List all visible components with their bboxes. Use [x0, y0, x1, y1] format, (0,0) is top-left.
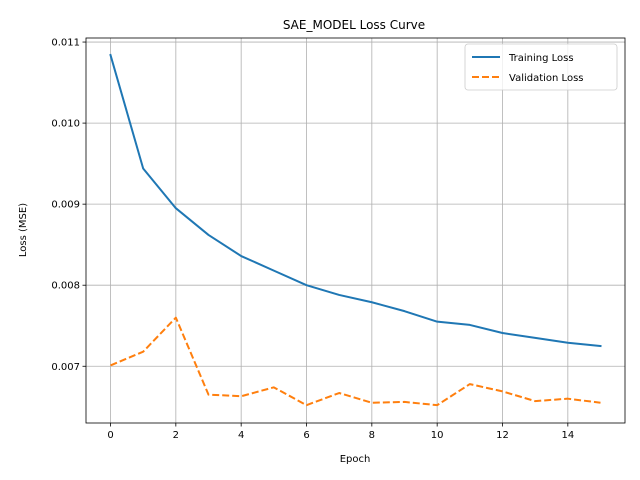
- series-line-training-loss: [109, 53, 602, 348]
- plot-area-frame: [85, 37, 626, 424]
- x-tick-label: 8: [369, 430, 375, 441]
- y-tick-label: 0.011: [51, 38, 80, 49]
- x-tick-label: 4: [238, 430, 244, 441]
- x-axis-label: Epoch: [340, 454, 371, 465]
- chart-title: SAE_MODEL Loss Curve: [283, 18, 425, 32]
- legend-box: [464, 43, 618, 91]
- legend-label-validation-loss: Validation Loss: [509, 73, 584, 84]
- series-line-validation-loss: [110, 316, 601, 407]
- y-tick-label: 0.008: [51, 281, 80, 292]
- legend: Training Loss Validation Loss: [464, 43, 618, 91]
- legend-label-training-loss: Training Loss: [508, 53, 574, 64]
- x-axis-ticks: 0 2 4 6 8 10 12 14: [107, 423, 574, 441]
- y-axis-ticks: 0.007 0.008 0.009 0.010 0.011: [51, 38, 86, 373]
- x-tick-label: 6: [303, 430, 309, 441]
- x-tick-label: 12: [496, 430, 509, 441]
- grid-layer: [86, 38, 625, 423]
- y-tick-label: 0.010: [51, 119, 80, 130]
- x-tick-label: 2: [173, 430, 179, 441]
- series-layer: [109, 53, 602, 407]
- x-tick-label: 14: [561, 430, 574, 441]
- x-tick-label: 0: [107, 430, 113, 441]
- x-tick-label: 10: [431, 430, 444, 441]
- y-axis-label: Loss (MSE): [18, 203, 29, 257]
- y-tick-label: 0.007: [51, 362, 80, 373]
- y-tick-label: 0.009: [51, 200, 80, 211]
